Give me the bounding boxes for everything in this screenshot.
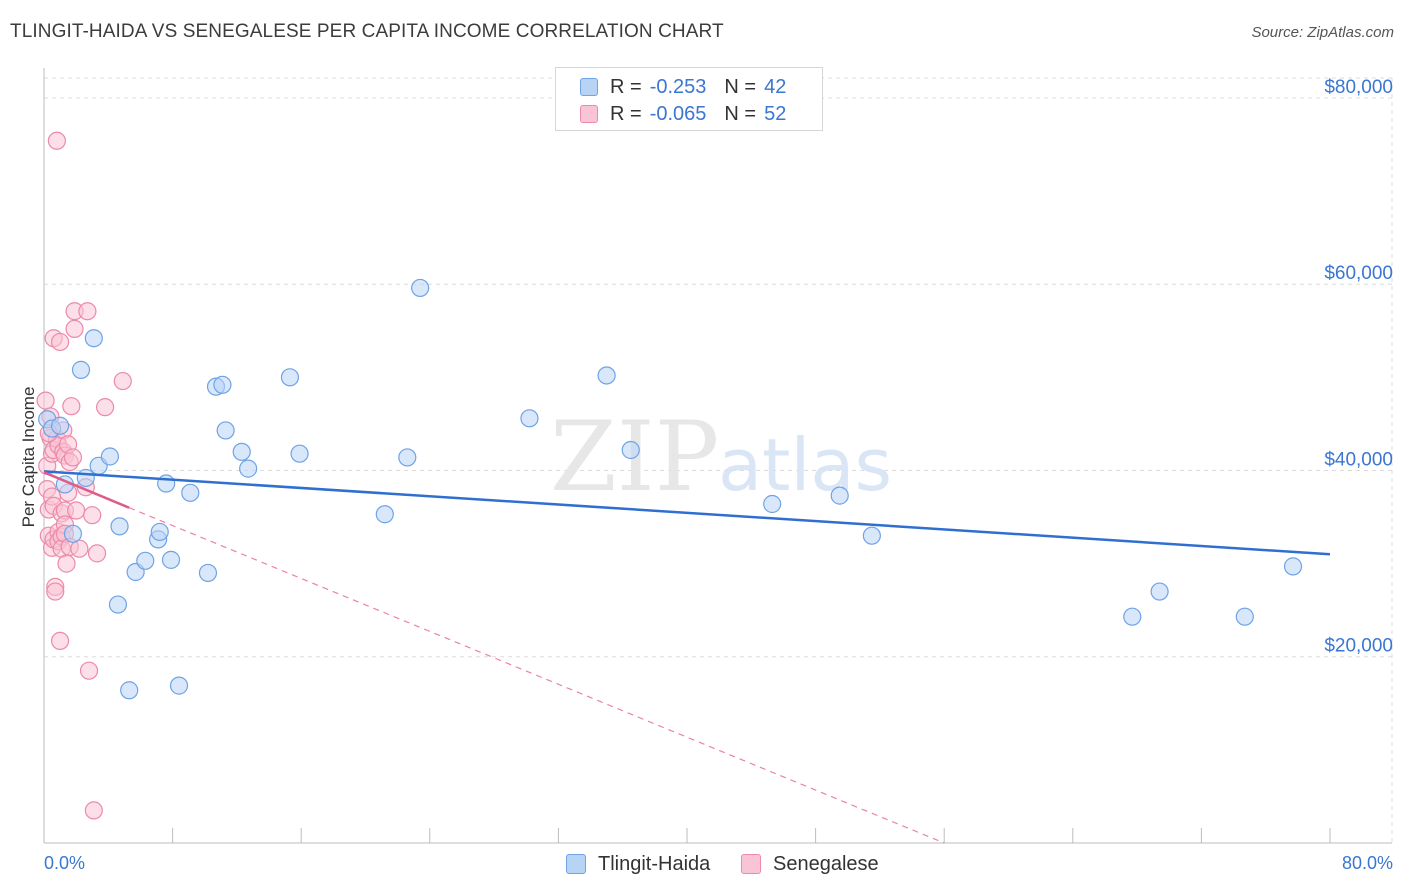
tlingit-haida-point — [1235, 607, 1254, 626]
tlingit-haida-point — [216, 421, 235, 440]
legend-r-label: R = — [610, 102, 642, 125]
senegalese-point — [95, 398, 115, 417]
senegalese-point — [87, 544, 107, 563]
tlingit-haida-point — [621, 440, 640, 460]
tlingit-haida-point — [239, 459, 258, 478]
tlingit-haida-point — [763, 494, 782, 514]
legend-row-tlingit-haida: R = -0.253 N = 42 — [580, 75, 786, 99]
tlingit-haida-point — [290, 444, 309, 463]
tlingit-haida-point — [136, 551, 155, 570]
bottom-legend-label: Senegalese — [773, 852, 879, 875]
legend-n-value: 42 — [764, 75, 787, 98]
tlingit-haida-point — [110, 517, 129, 536]
tlingit-haida-trend-line — [43, 470, 1331, 556]
bottom-legend-swatch-pink — [741, 854, 761, 874]
tlingit-haida-point — [862, 526, 881, 545]
tlingit-haida-point — [830, 486, 849, 505]
legend-row-senegalese: R = -0.065 N = 52 — [580, 102, 786, 126]
senegalese-point — [79, 661, 99, 680]
tlingit-haida-point — [161, 550, 181, 569]
y-tick-label: $40,000 — [1324, 449, 1393, 470]
tlingit-haida-point — [1283, 557, 1303, 576]
senegalese-point — [65, 319, 84, 339]
tlingit-haida-point — [232, 442, 251, 461]
tlingit-haida-point — [1150, 582, 1169, 601]
y-tick-labels: $20,000 $40,000 $60,000 $80,000 — [1324, 77, 1393, 657]
chart-title: TLINGIT-HAIDA VS SENEGALESE PER CAPITA I… — [10, 21, 724, 42]
watermark-atlas: atlas — [718, 423, 892, 507]
senegalese-point — [46, 582, 65, 601]
x-tick-max: 80.0% — [1342, 853, 1393, 873]
legend-r-value: -0.253 — [649, 75, 707, 98]
legend-swatch-pink — [580, 105, 598, 123]
tlingit-haida-point — [398, 448, 417, 467]
tlingit-haida-point — [520, 409, 539, 428]
correlation-legend: R = -0.253 N = 42 R = -0.065 N = 52 — [555, 67, 823, 131]
tlingit-haida-point — [84, 329, 103, 348]
tlingit-haida-point — [375, 505, 394, 524]
bottom-legend-swatch-blue — [566, 854, 586, 874]
tlingit-haida-point — [198, 563, 218, 583]
tlingit-haida-point — [181, 483, 200, 502]
y-tick-label: $80,000 — [1324, 77, 1393, 98]
tlingit-haida-point — [100, 447, 120, 466]
senegalese-point — [47, 131, 66, 150]
bottom-legend-senegalese: Senegalese — [741, 851, 879, 877]
legend-r-label: R = — [610, 75, 642, 98]
tlingit-haida-point — [411, 278, 430, 298]
tlingit-haida-point — [213, 375, 232, 394]
tlingit-haida-point — [108, 595, 128, 614]
senegalese-point — [113, 371, 132, 391]
tlingit-haida-point — [157, 474, 176, 493]
senegalese-point — [57, 554, 76, 573]
bottom-legend-tlingit-haida: Tlingit-Haida — [566, 851, 710, 877]
x-tick-min: 0.0% — [44, 853, 85, 873]
tlingit-haida-point — [71, 360, 91, 379]
tlingit-haida-point — [1123, 607, 1142, 626]
tlingit-haida-point — [597, 366, 616, 385]
legend-r-value: -0.065 — [649, 102, 707, 125]
source-label: Source: ZipAtlas.com — [1251, 24, 1394, 41]
y-tick-label: $20,000 — [1324, 636, 1393, 657]
senegalese-trend-line — [43, 471, 130, 509]
bottom-legend-label: Tlingit-Haida — [598, 852, 711, 875]
legend-n-label: N = — [724, 75, 757, 98]
tlingit-haida-point — [50, 416, 70, 435]
tlingit-haida-point — [169, 676, 189, 695]
senegalese-point — [50, 332, 70, 352]
tlingit-haida-point — [76, 468, 95, 488]
legend-n-label: N = — [724, 102, 757, 125]
tlingit-haida-point — [63, 524, 83, 543]
tlingit-haida-point — [280, 368, 300, 387]
senegalese-trend-extension — [128, 507, 945, 844]
senegalese-point — [50, 631, 70, 651]
tlingit-haida-point — [120, 681, 139, 700]
senegalese-point — [84, 801, 103, 820]
senegalese-point — [36, 391, 55, 410]
y-axis-label: Per Capita Income — [19, 387, 38, 528]
senegalese-point — [62, 397, 81, 416]
legend-n-value: 52 — [764, 102, 787, 125]
trend-lines — [43, 470, 1331, 844]
senegalese-point — [67, 501, 86, 520]
y-tick-label: $60,000 — [1324, 263, 1393, 284]
senegalese-point — [83, 506, 102, 525]
legend-swatch-blue — [580, 78, 598, 96]
senegalese-point — [78, 302, 97, 321]
tlingit-haida-point — [150, 522, 169, 542]
senegalese-point — [63, 448, 83, 467]
tlingit-haida-points — [38, 278, 1303, 700]
